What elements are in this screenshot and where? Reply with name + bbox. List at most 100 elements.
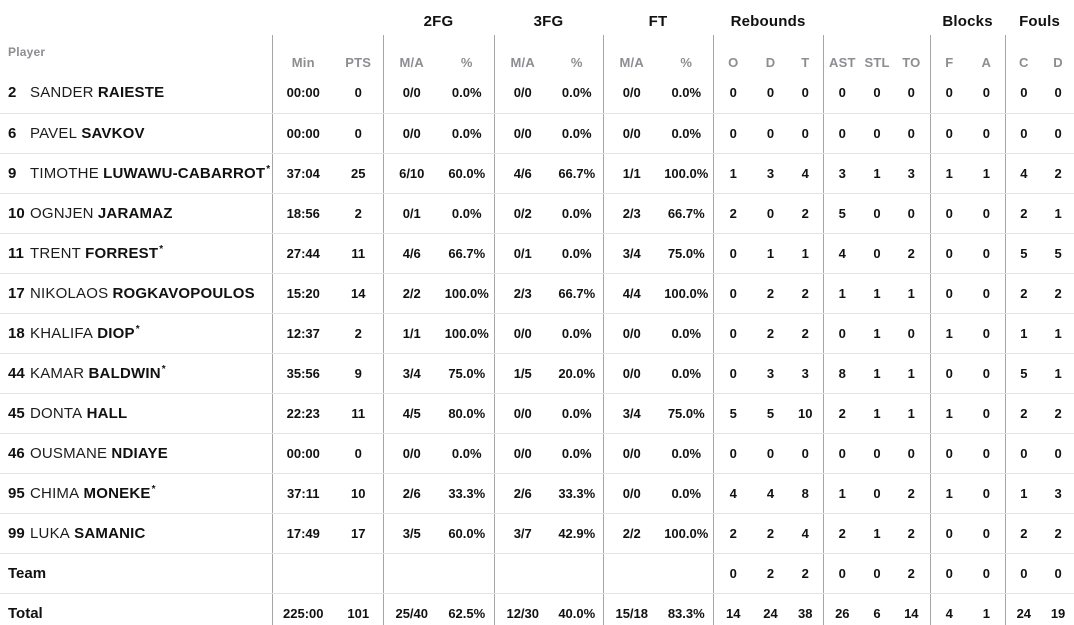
stat-cell-fg3_ma: 0/0 bbox=[493, 393, 551, 434]
stat-cell-ft_ma: 0/0 bbox=[602, 433, 660, 474]
stat-cell-stl: 0 bbox=[861, 73, 894, 114]
stat-cell-stl: 1 bbox=[861, 513, 894, 554]
player-number: 6 bbox=[8, 124, 17, 142]
stat-cell-min: 17:49 bbox=[271, 513, 334, 554]
player-last-name: FORREST bbox=[85, 245, 159, 262]
stat-cell-pts: 17 bbox=[334, 513, 383, 554]
stat-cell-foul_d: 0 bbox=[1042, 73, 1074, 114]
stat-cell-foul_c: 4 bbox=[1004, 153, 1043, 194]
stat-cell-stl: 0 bbox=[861, 553, 894, 594]
stat-cell-fg3_pct: 66.7% bbox=[551, 273, 603, 314]
stat-cell-reb_t: 2 bbox=[788, 273, 824, 314]
player-first-name: PAVEL bbox=[30, 124, 78, 142]
player-row: 6 PAVEL SAVKOV 00:00 0 0/0 0.0% 0/0 0.0% 0/0 0.0%… bbox=[0, 113, 1074, 154]
player-row: 9 TIMOTHE LUWAWU-CABARROT* 37:04 25 6/10 60.0… bbox=[0, 153, 1074, 194]
column-header-min: Min bbox=[271, 35, 334, 73]
stat-cell-fg3_ma: 3/7 bbox=[493, 513, 551, 554]
stat-cell-reb_d: 4 bbox=[753, 473, 789, 514]
stat-cell-ft_ma: 0/0 bbox=[602, 353, 660, 394]
player-first-name: DONTA bbox=[30, 404, 83, 422]
stat-cell-reb_o: 0 bbox=[712, 433, 754, 474]
stat-cell-min: 22:23 bbox=[271, 393, 334, 434]
stat-cell-min: 35:56 bbox=[271, 353, 334, 394]
stat-cell-ft_pct: 75.0% bbox=[660, 393, 714, 434]
stat-cell-ast: 2 bbox=[822, 393, 862, 434]
stat-cell-fg3_pct: 20.0% bbox=[551, 353, 603, 394]
player-number: 9 bbox=[8, 165, 17, 182]
stat-cell-min: 18:56 bbox=[271, 193, 334, 234]
stat-cell-stl: 1 bbox=[861, 273, 894, 314]
player-row: 18 KHALIFA DIOP* 12:37 2 1/1 100.0% 0/0 0.0% 0/0… bbox=[0, 313, 1074, 354]
stat-cell-blk_f: 0 bbox=[929, 353, 969, 394]
stat-cell-fg3_pct: 0.0% bbox=[551, 313, 603, 354]
stat-cell-fg2_pct: 75.0% bbox=[440, 353, 494, 394]
player-first-name: CHIMA bbox=[30, 485, 80, 502]
stat-cell-stl: 1 bbox=[861, 153, 894, 194]
stat-cell-fg2_pct: 60.0% bbox=[440, 153, 494, 194]
stat-cell-reb_o: 0 bbox=[712, 353, 754, 394]
stat-cell-fg3_pct: 0.0% bbox=[551, 233, 603, 274]
stat-cell-fg2_pct bbox=[440, 553, 494, 594]
player-row: 44 KAMAR BALDWIN* 35:56 9 3/4 75.0% 1/5 20.0% 0/… bbox=[0, 353, 1074, 394]
stat-cell-foul_c: 0 bbox=[1004, 113, 1043, 154]
stat-cell-ft_pct: 100.0% bbox=[660, 273, 714, 314]
starter-mark: * bbox=[135, 324, 140, 335]
stat-cell-ft_pct: 100.0% bbox=[660, 153, 714, 194]
stat-cell-pts: 10 bbox=[334, 473, 383, 514]
stat-cell-fg3_pct bbox=[551, 553, 603, 594]
stat-cell-blk_f: 0 bbox=[929, 73, 969, 114]
stat-cell-foul_c: 1 bbox=[1004, 313, 1043, 354]
stat-cell-stl: 0 bbox=[861, 113, 894, 154]
player-last-name: NDIAYE bbox=[111, 444, 168, 462]
stat-cell-ft_ma: 4/4 bbox=[602, 273, 660, 314]
player-first-name: KAMAR bbox=[30, 365, 85, 382]
stat-cell-ft_ma: 2/2 bbox=[602, 513, 660, 554]
stat-cell-ft_ma: 0/0 bbox=[602, 313, 660, 354]
group-header-spacer bbox=[0, 0, 383, 35]
stat-cell-foul_d: 19 bbox=[1050, 605, 1066, 621]
stat-cell-foul_d: 0 bbox=[1042, 433, 1074, 474]
stat-cell-blk_a: 0 bbox=[968, 433, 1006, 474]
stat-cell-pts: 25 bbox=[334, 153, 383, 194]
stat-cell-reb_d: 0 bbox=[753, 433, 789, 474]
player-last-name: ROGKAVOPOULOS bbox=[112, 284, 255, 302]
player-row: 95 CHIMA MONEKE* 37:11 10 2/6 33.3% 2/6 33.3% 0/… bbox=[0, 473, 1074, 514]
player-cell: 46 OUSMANE NDIAYE bbox=[0, 433, 272, 474]
stat-cell-ft_pct: 0.0% bbox=[660, 113, 714, 154]
stat-cell-fg3_pct: 40.0% bbox=[558, 605, 596, 621]
stat-cell-blk_a: 1 bbox=[968, 153, 1006, 194]
column-header-stl: STL bbox=[864, 55, 890, 70]
stat-cell-reb_o: 2 bbox=[712, 513, 754, 554]
stat-cell-ft_ma: 0/0 bbox=[602, 73, 660, 114]
stat-cell-ast: 4 bbox=[822, 233, 862, 274]
column-header-foul-c: C bbox=[1004, 35, 1043, 73]
player-cell: 99 LUKA SAMANIC bbox=[0, 513, 272, 554]
stat-cell-ft_ma: 0/0 bbox=[602, 113, 660, 154]
player-cell: 2 SANDER RAIESTE bbox=[0, 73, 272, 114]
stat-cell-reb_d: 3 bbox=[753, 153, 789, 194]
stat-cell-blk_a: 0 bbox=[968, 113, 1006, 154]
player-cell: Team bbox=[0, 553, 272, 594]
stat-cell-reb_o: 0 bbox=[712, 273, 754, 314]
stat-cell-reb_o: 0 bbox=[712, 113, 754, 154]
stat-cell-fg2_pct: 60.0% bbox=[440, 513, 494, 554]
stat-cell-blk_f: 0 bbox=[929, 433, 969, 474]
stat-cell-ast: 8 bbox=[822, 353, 862, 394]
column-header-2fg-pct: % bbox=[460, 55, 473, 70]
player-last-name: LUWAWU-CABARROT bbox=[103, 165, 266, 182]
stat-cell-foul_d: 1 bbox=[1042, 193, 1074, 234]
group-header-rebounds: Rebounds bbox=[730, 12, 806, 30]
stat-cell-blk_a: 0 bbox=[968, 553, 1006, 594]
stat-cell-foul_c: 0 bbox=[1004, 73, 1043, 114]
stat-cell-fg2_pct: 0.0% bbox=[440, 193, 494, 234]
stat-cell-foul_d: 2 bbox=[1042, 153, 1074, 194]
stat-cell-to: 2 bbox=[893, 473, 931, 514]
stat-cell-blk_f: 1 bbox=[929, 313, 969, 354]
stat-cell-blk_a: 0 bbox=[968, 393, 1006, 434]
stat-cell-foul_d: 3 bbox=[1042, 473, 1074, 514]
player-cell: 44 KAMAR BALDWIN* bbox=[0, 353, 272, 394]
stat-cell-ast: 0 bbox=[822, 553, 862, 594]
group-header-2fg: 2FG bbox=[423, 12, 454, 30]
stat-cell-fg2_ma: 25/40 bbox=[382, 593, 440, 625]
